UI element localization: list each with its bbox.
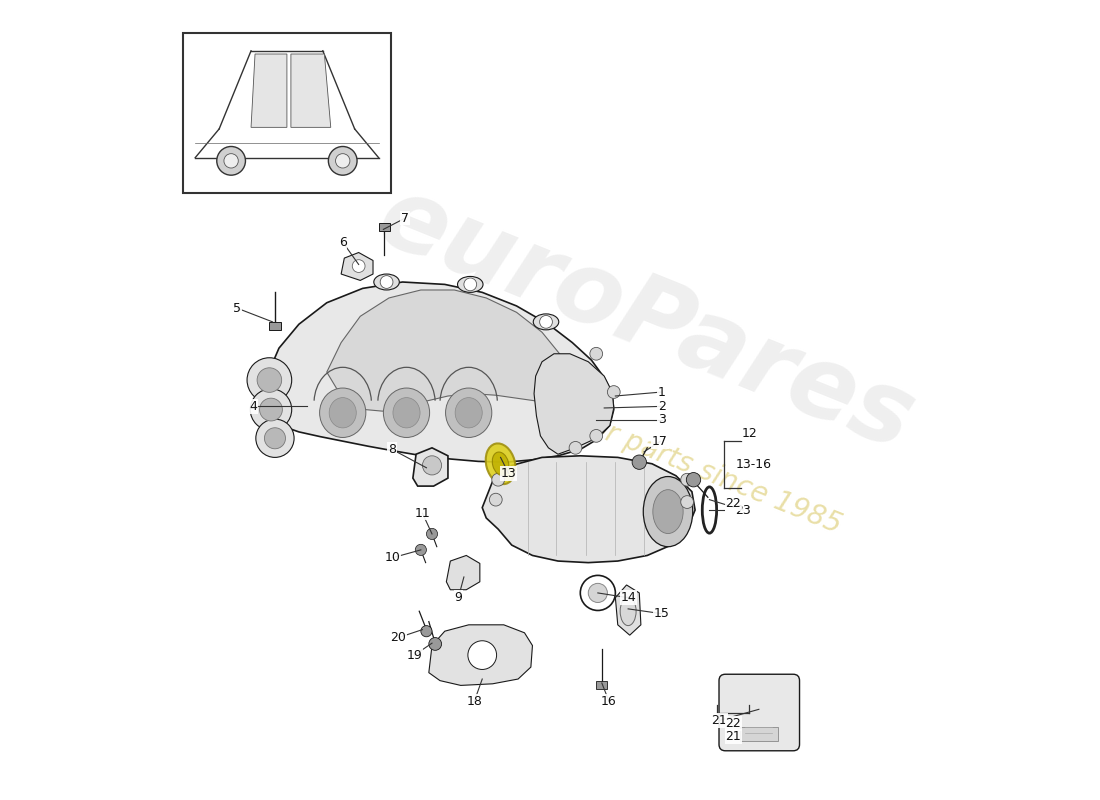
Circle shape [468,641,496,670]
Text: 3: 3 [658,414,666,426]
Text: 2: 2 [658,400,666,413]
Circle shape [429,638,441,650]
Circle shape [264,428,286,449]
Circle shape [248,358,292,402]
Text: 20: 20 [390,631,407,644]
Text: 13-16: 13-16 [736,458,772,471]
Circle shape [632,455,647,470]
Polygon shape [482,456,695,562]
Polygon shape [327,290,570,411]
Polygon shape [447,555,480,590]
Circle shape [681,496,693,509]
Circle shape [464,278,476,290]
Polygon shape [255,282,614,462]
Text: 16: 16 [601,695,617,708]
Circle shape [421,626,432,637]
Ellipse shape [620,597,636,626]
Text: 8: 8 [388,443,396,456]
Polygon shape [412,448,448,486]
Ellipse shape [534,314,559,330]
Circle shape [257,368,282,392]
Circle shape [590,430,603,442]
Circle shape [224,154,239,168]
Circle shape [686,473,701,487]
Ellipse shape [320,388,366,438]
Circle shape [490,494,503,506]
Text: 14: 14 [620,591,636,604]
Text: 18: 18 [466,695,482,708]
Text: 21: 21 [726,730,741,743]
Ellipse shape [384,388,430,438]
Text: 7: 7 [400,212,409,225]
Circle shape [416,544,427,555]
Circle shape [492,474,505,486]
Ellipse shape [393,398,420,428]
Ellipse shape [644,477,693,546]
Circle shape [607,386,620,398]
Text: 4: 4 [250,400,257,413]
Circle shape [217,146,245,175]
Text: 9: 9 [454,591,462,604]
Text: 11: 11 [415,506,430,520]
Text: 15: 15 [653,607,670,620]
Circle shape [352,260,365,273]
Text: euroPares: euroPares [364,169,927,472]
Text: 17: 17 [652,435,668,448]
Ellipse shape [374,274,399,290]
Polygon shape [341,253,373,281]
Bar [184,34,390,193]
Bar [739,727,778,742]
Polygon shape [535,354,614,454]
Text: 12: 12 [741,427,757,440]
Circle shape [540,315,552,328]
Polygon shape [290,54,331,127]
Circle shape [588,583,607,602]
Polygon shape [615,585,641,635]
Text: 19: 19 [407,649,422,662]
Ellipse shape [446,388,492,438]
Circle shape [250,389,292,430]
Circle shape [381,276,393,288]
Circle shape [590,347,603,360]
Text: 13: 13 [500,467,516,480]
Text: 22: 22 [726,717,741,730]
Ellipse shape [455,398,482,428]
Circle shape [681,474,693,486]
Ellipse shape [486,443,516,484]
Bar [378,223,389,231]
Ellipse shape [458,277,483,292]
Text: 22: 22 [726,497,741,510]
Polygon shape [251,54,287,127]
Bar [596,681,607,689]
Circle shape [569,442,582,454]
FancyBboxPatch shape [719,674,800,750]
Text: 23: 23 [735,503,751,517]
Ellipse shape [329,398,356,428]
Ellipse shape [652,490,683,534]
Polygon shape [429,625,532,686]
Circle shape [256,419,294,458]
Text: 10: 10 [384,551,400,564]
Bar [270,322,280,330]
Text: 5: 5 [233,302,242,315]
Circle shape [422,456,441,475]
Circle shape [260,398,283,421]
Text: 6: 6 [339,236,346,249]
Circle shape [427,528,438,539]
Text: 1: 1 [658,386,666,398]
Circle shape [336,154,350,168]
Text: 21: 21 [711,714,727,727]
Circle shape [329,146,358,175]
Text: a passion for parts since 1985: a passion for parts since 1985 [446,356,846,539]
Ellipse shape [493,452,509,475]
